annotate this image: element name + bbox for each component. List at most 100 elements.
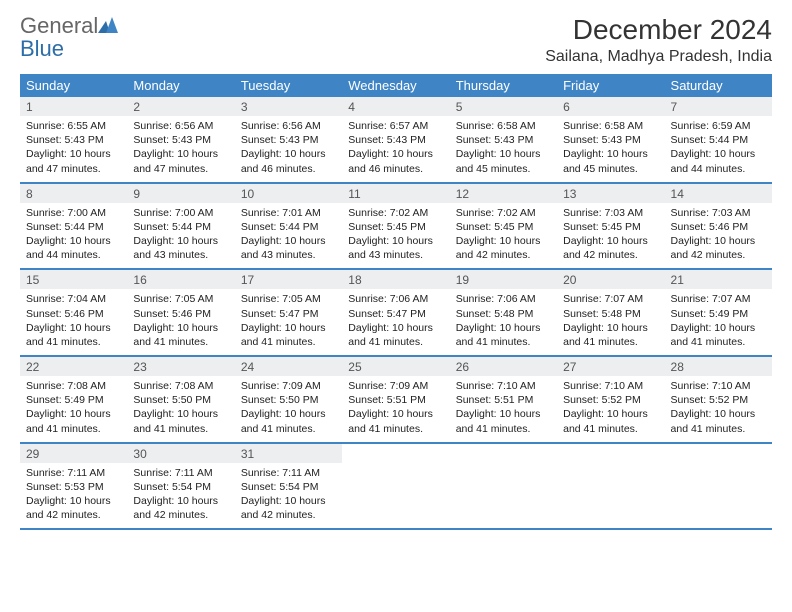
day-details: Sunrise: 7:03 AMSunset: 5:46 PMDaylight:… <box>665 203 772 269</box>
calendar-day-cell: 6Sunrise: 6:58 AMSunset: 5:43 PMDaylight… <box>557 97 664 183</box>
day-number: 13 <box>557 184 664 203</box>
weekday-header: Tuesday <box>235 74 342 97</box>
day-details: Sunrise: 6:56 AMSunset: 5:43 PMDaylight:… <box>127 116 234 182</box>
day-number: 6 <box>557 97 664 116</box>
weekday-header-row: Sunday Monday Tuesday Wednesday Thursday… <box>20 74 772 97</box>
weekday-header: Wednesday <box>342 74 449 97</box>
logo: General Blue <box>20 14 118 60</box>
calendar-day-cell: 12Sunrise: 7:02 AMSunset: 5:45 PMDayligh… <box>450 183 557 270</box>
calendar-day-cell: 18Sunrise: 7:06 AMSunset: 5:47 PMDayligh… <box>342 269 449 356</box>
month-title: December 2024 <box>545 14 772 46</box>
day-details: Sunrise: 7:00 AMSunset: 5:44 PMDaylight:… <box>20 203 127 269</box>
day-details: Sunrise: 7:09 AMSunset: 5:50 PMDaylight:… <box>235 376 342 442</box>
day-number: 11 <box>342 184 449 203</box>
day-details: Sunrise: 7:08 AMSunset: 5:49 PMDaylight:… <box>20 376 127 442</box>
logo-text: General Blue <box>20 14 118 60</box>
day-details: Sunrise: 7:08 AMSunset: 5:50 PMDaylight:… <box>127 376 234 442</box>
calendar-day-cell: 21Sunrise: 7:07 AMSunset: 5:49 PMDayligh… <box>665 269 772 356</box>
day-details: Sunrise: 6:59 AMSunset: 5:44 PMDaylight:… <box>665 116 772 182</box>
calendar-week-row: 15Sunrise: 7:04 AMSunset: 5:46 PMDayligh… <box>20 269 772 356</box>
calendar-day-cell: 13Sunrise: 7:03 AMSunset: 5:45 PMDayligh… <box>557 183 664 270</box>
calendar-day-cell: 19Sunrise: 7:06 AMSunset: 5:48 PMDayligh… <box>450 269 557 356</box>
day-details: Sunrise: 7:10 AMSunset: 5:52 PMDaylight:… <box>557 376 664 442</box>
calendar-week-row: 22Sunrise: 7:08 AMSunset: 5:49 PMDayligh… <box>20 356 772 443</box>
day-number: 15 <box>20 270 127 289</box>
day-number: 17 <box>235 270 342 289</box>
calendar-day-cell: 31Sunrise: 7:11 AMSunset: 5:54 PMDayligh… <box>235 443 342 530</box>
calendar-day-cell: 20Sunrise: 7:07 AMSunset: 5:48 PMDayligh… <box>557 269 664 356</box>
day-details: Sunrise: 7:01 AMSunset: 5:44 PMDaylight:… <box>235 203 342 269</box>
weekday-header: Saturday <box>665 74 772 97</box>
day-number: 24 <box>235 357 342 376</box>
day-number: 20 <box>557 270 664 289</box>
day-number: 30 <box>127 444 234 463</box>
day-number: 16 <box>127 270 234 289</box>
day-number: 14 <box>665 184 772 203</box>
day-details: Sunrise: 7:11 AMSunset: 5:54 PMDaylight:… <box>127 463 234 529</box>
day-details: Sunrise: 7:00 AMSunset: 5:44 PMDaylight:… <box>127 203 234 269</box>
day-details: Sunrise: 7:11 AMSunset: 5:54 PMDaylight:… <box>235 463 342 529</box>
calendar-day-cell: 15Sunrise: 7:04 AMSunset: 5:46 PMDayligh… <box>20 269 127 356</box>
calendar-day-cell: 22Sunrise: 7:08 AMSunset: 5:49 PMDayligh… <box>20 356 127 443</box>
day-number: 18 <box>342 270 449 289</box>
day-number: 7 <box>665 97 772 116</box>
day-details: Sunrise: 6:55 AMSunset: 5:43 PMDaylight:… <box>20 116 127 182</box>
calendar-day-cell: 14Sunrise: 7:03 AMSunset: 5:46 PMDayligh… <box>665 183 772 270</box>
day-details: Sunrise: 7:07 AMSunset: 5:49 PMDaylight:… <box>665 289 772 355</box>
title-block: December 2024 Sailana, Madhya Pradesh, I… <box>545 14 772 66</box>
day-number: 8 <box>20 184 127 203</box>
calendar-day-cell: 10Sunrise: 7:01 AMSunset: 5:44 PMDayligh… <box>235 183 342 270</box>
calendar-day-cell: 25Sunrise: 7:09 AMSunset: 5:51 PMDayligh… <box>342 356 449 443</box>
day-number: 28 <box>665 357 772 376</box>
logo-word-1: General <box>20 13 98 38</box>
calendar-week-row: 8Sunrise: 7:00 AMSunset: 5:44 PMDaylight… <box>20 183 772 270</box>
day-number: 3 <box>235 97 342 116</box>
weekday-header: Thursday <box>450 74 557 97</box>
day-details: Sunrise: 7:10 AMSunset: 5:51 PMDaylight:… <box>450 376 557 442</box>
day-details: Sunrise: 7:06 AMSunset: 5:48 PMDaylight:… <box>450 289 557 355</box>
calendar-day-cell: 8Sunrise: 7:00 AMSunset: 5:44 PMDaylight… <box>20 183 127 270</box>
weekday-header: Friday <box>557 74 664 97</box>
day-details: Sunrise: 7:09 AMSunset: 5:51 PMDaylight:… <box>342 376 449 442</box>
day-details: Sunrise: 6:58 AMSunset: 5:43 PMDaylight:… <box>450 116 557 182</box>
calendar-day-cell: 7Sunrise: 6:59 AMSunset: 5:44 PMDaylight… <box>665 97 772 183</box>
day-number: 12 <box>450 184 557 203</box>
calendar-day-cell: 29Sunrise: 7:11 AMSunset: 5:53 PMDayligh… <box>20 443 127 530</box>
day-number: 10 <box>235 184 342 203</box>
calendar-day-cell: 16Sunrise: 7:05 AMSunset: 5:46 PMDayligh… <box>127 269 234 356</box>
calendar-table: Sunday Monday Tuesday Wednesday Thursday… <box>20 74 772 530</box>
day-number: 1 <box>20 97 127 116</box>
day-details: Sunrise: 6:57 AMSunset: 5:43 PMDaylight:… <box>342 116 449 182</box>
day-details: Sunrise: 7:03 AMSunset: 5:45 PMDaylight:… <box>557 203 664 269</box>
day-details: Sunrise: 7:10 AMSunset: 5:52 PMDaylight:… <box>665 376 772 442</box>
location: Sailana, Madhya Pradesh, India <box>545 48 772 66</box>
day-number: 31 <box>235 444 342 463</box>
day-number: 22 <box>20 357 127 376</box>
day-details: Sunrise: 6:58 AMSunset: 5:43 PMDaylight:… <box>557 116 664 182</box>
calendar-day-cell: .. <box>342 443 449 530</box>
calendar-day-cell: 11Sunrise: 7:02 AMSunset: 5:45 PMDayligh… <box>342 183 449 270</box>
day-number: 21 <box>665 270 772 289</box>
calendar-day-cell: 27Sunrise: 7:10 AMSunset: 5:52 PMDayligh… <box>557 356 664 443</box>
weekday-header: Monday <box>127 74 234 97</box>
day-number: 19 <box>450 270 557 289</box>
calendar-week-row: 29Sunrise: 7:11 AMSunset: 5:53 PMDayligh… <box>20 443 772 530</box>
day-details: Sunrise: 6:56 AMSunset: 5:43 PMDaylight:… <box>235 116 342 182</box>
calendar-day-cell: .. <box>665 443 772 530</box>
calendar-day-cell: 24Sunrise: 7:09 AMSunset: 5:50 PMDayligh… <box>235 356 342 443</box>
calendar-week-row: 1Sunrise: 6:55 AMSunset: 5:43 PMDaylight… <box>20 97 772 183</box>
day-details: Sunrise: 7:02 AMSunset: 5:45 PMDaylight:… <box>342 203 449 269</box>
day-number: 2 <box>127 97 234 116</box>
day-details: Sunrise: 7:06 AMSunset: 5:47 PMDaylight:… <box>342 289 449 355</box>
day-number: 23 <box>127 357 234 376</box>
day-details: Sunrise: 7:02 AMSunset: 5:45 PMDaylight:… <box>450 203 557 269</box>
day-number: 25 <box>342 357 449 376</box>
day-details: Sunrise: 7:11 AMSunset: 5:53 PMDaylight:… <box>20 463 127 529</box>
day-number: 27 <box>557 357 664 376</box>
calendar-day-cell: .. <box>557 443 664 530</box>
calendar-day-cell: 4Sunrise: 6:57 AMSunset: 5:43 PMDaylight… <box>342 97 449 183</box>
calendar-day-cell: 28Sunrise: 7:10 AMSunset: 5:52 PMDayligh… <box>665 356 772 443</box>
day-number: 29 <box>20 444 127 463</box>
logo-word-2: Blue <box>20 36 64 61</box>
calendar-day-cell: 30Sunrise: 7:11 AMSunset: 5:54 PMDayligh… <box>127 443 234 530</box>
